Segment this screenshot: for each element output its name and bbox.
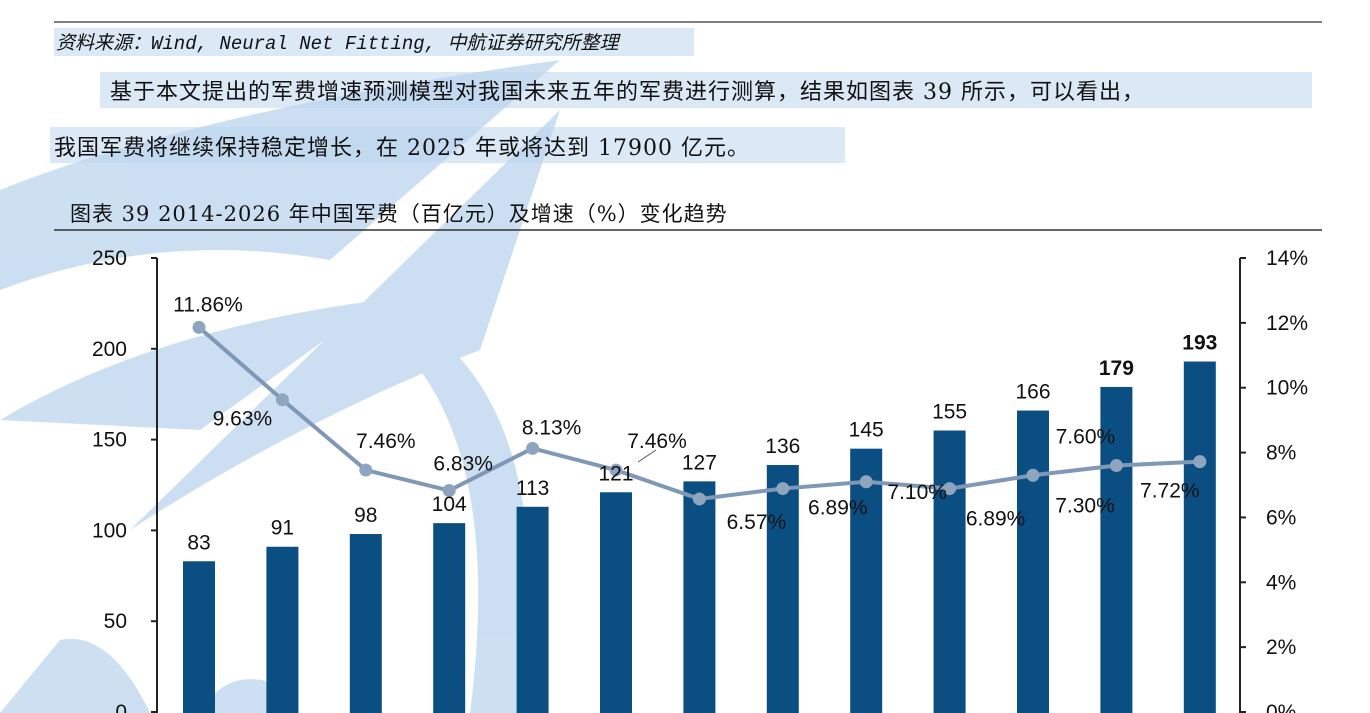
bar-value-label: 91 [271,517,294,540]
bar-value-label: 127 [682,451,717,474]
bar-2017 [433,523,466,713]
bar-2020 [683,481,716,713]
bar-value-label: 104 [432,493,467,516]
left-tick-label: 50 [104,610,127,633]
growth-point-2019 [609,463,623,477]
growth-value-label: 7.60% [1056,426,1116,449]
growth-value-label: 6.89% [966,508,1026,531]
bar-value-label: 193 [1182,332,1217,355]
growth-point-2026 [1193,455,1207,469]
bar-2016 [349,534,382,713]
bar-2019 [600,492,632,713]
right-tick-label: 6% [1266,506,1296,529]
bar-2018 [516,506,549,713]
right-tick-label: 14% [1266,247,1308,270]
bar-value-label: 136 [765,435,800,458]
growth-point-2023 [943,482,957,496]
growth-value-label: 9.63% [213,408,273,431]
text-highlight [54,28,694,56]
bar-2015 [266,546,299,713]
growth-point-2020 [692,492,706,506]
text-highlight [100,72,1312,108]
growth-point-2022 [859,475,873,489]
bar-2014 [183,561,215,713]
bar-2025 [1100,386,1133,713]
chart-caption: 图表 39 2014-2026 年中国军费（百亿元）及增速（%）变化趋势 [70,202,728,226]
bar-2021 [766,465,799,713]
growth-value-label: 11.86% [173,293,243,316]
growth-value-label: 6.89% [808,497,868,520]
growth-point-2016 [359,463,373,477]
right-tick-label: 8% [1266,442,1296,465]
growth-value-label: 7.30% [1055,494,1115,517]
growth-point-2014 [192,320,206,334]
bar-value-label: 121 [598,462,633,485]
bar-2022 [850,448,883,713]
right-tick-label: 2% [1266,636,1296,659]
bar-value-label: 179 [1099,357,1134,380]
source-note: 资料来源：Wind, Neural Net Fitting, 中航证券研究所整理 [56,33,619,55]
left-tick-label: 0 [115,701,127,713]
bar-value-label: 145 [849,419,884,442]
growth-point-2017 [442,484,456,498]
left-tick-label: 250 [92,247,127,270]
right-tick-label: 10% [1266,377,1308,400]
right-tick-label: 0% [1266,701,1296,713]
bar-2024 [1017,410,1049,713]
paragraph-line: 我国军费将继续保持稳定增长，在 2025 年或将达到 17900 亿元。 [54,136,750,161]
label-leader-line [637,449,657,463]
growth-value-label: 7.46% [627,430,687,453]
growth-point-2015 [275,393,289,407]
growth-value-label: 7.46% [356,430,416,453]
growth-point-2021 [776,482,790,496]
growth-value-label: 8.13% [522,416,582,439]
growth-point-2024 [1026,468,1040,482]
bar-value-label: 166 [1015,381,1050,404]
bar-2023 [933,430,966,713]
growth-point-2025 [1109,459,1123,473]
bar-value-label: 155 [932,401,967,424]
left-tick-label: 200 [92,338,127,361]
right-tick-label: 12% [1266,312,1308,335]
paragraph-line: 基于本文提出的军费增速预测模型对我国未来五年的军费进行测算，结果如图表 39 所… [110,80,1145,105]
right-tick-label: 4% [1266,571,1296,594]
left-tick-label: 100 [92,519,127,542]
bar-value-label: 98 [354,504,377,527]
growth-value-label: 7.72% [1140,480,1200,503]
growth-value-label: 7.10% [887,481,947,504]
bar-value-label: 83 [187,531,210,554]
growth-value-label: 6.83% [433,453,493,476]
growth-value-label: 6.57% [727,511,787,534]
bar-value-label: 113 [516,477,549,500]
bar-2026 [1183,361,1216,713]
growth-point-2018 [526,441,540,455]
left-tick-label: 150 [92,429,127,452]
